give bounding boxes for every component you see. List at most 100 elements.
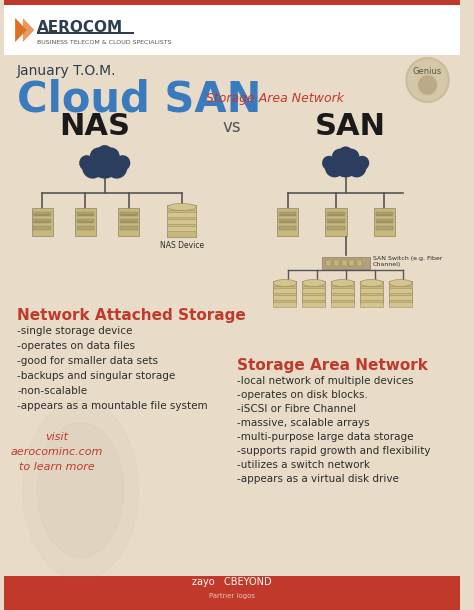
Bar bbox=[120, 226, 137, 230]
Bar bbox=[277, 208, 299, 236]
Bar bbox=[360, 288, 383, 293]
Text: zayo   CBEYOND: zayo CBEYOND bbox=[192, 577, 272, 587]
Bar bbox=[35, 214, 50, 216]
Text: SAN Switch (e.g. Fiber
Channel): SAN Switch (e.g. Fiber Channel) bbox=[373, 256, 442, 267]
Text: -operates on disk blocks.: -operates on disk blocks. bbox=[237, 390, 368, 400]
Bar bbox=[4, 55, 460, 576]
Circle shape bbox=[343, 149, 359, 166]
Text: Storage Area Network: Storage Area Network bbox=[237, 358, 428, 373]
Bar bbox=[280, 214, 295, 216]
Bar bbox=[376, 214, 392, 216]
Bar bbox=[389, 281, 412, 286]
Bar bbox=[167, 205, 196, 237]
Text: Partner logos: Partner logos bbox=[209, 593, 255, 599]
Bar bbox=[78, 214, 93, 216]
Text: -local network of multiple devices: -local network of multiple devices bbox=[237, 376, 413, 386]
Bar bbox=[321, 257, 370, 269]
Text: -iSCSI or Fibre Channel: -iSCSI or Fibre Channel bbox=[237, 404, 356, 414]
Bar bbox=[167, 226, 196, 231]
Circle shape bbox=[356, 156, 369, 170]
Bar bbox=[334, 260, 339, 266]
Bar bbox=[357, 260, 362, 266]
Bar bbox=[280, 221, 295, 223]
Circle shape bbox=[97, 145, 113, 162]
Polygon shape bbox=[15, 18, 27, 42]
Bar bbox=[37, 32, 134, 34]
Bar bbox=[349, 260, 354, 266]
Bar bbox=[342, 260, 346, 266]
Bar bbox=[374, 208, 395, 236]
Bar bbox=[4, 0, 460, 5]
Bar bbox=[78, 221, 93, 223]
Bar bbox=[167, 212, 196, 217]
Circle shape bbox=[325, 157, 344, 178]
Text: BUSINESS TELECOM & CLOUD SPECIALISTS: BUSINESS TELECOM & CLOUD SPECIALISTS bbox=[37, 40, 172, 45]
Ellipse shape bbox=[360, 279, 383, 287]
Bar bbox=[327, 260, 331, 266]
Bar bbox=[120, 212, 137, 216]
Bar bbox=[77, 212, 94, 216]
Bar bbox=[360, 281, 383, 303]
Bar bbox=[375, 212, 393, 216]
Bar bbox=[331, 302, 354, 307]
Bar bbox=[273, 302, 297, 307]
Text: -appears as a mountable file system: -appears as a mountable file system bbox=[17, 401, 208, 411]
Bar bbox=[376, 221, 392, 223]
Text: -good for smaller data sets: -good for smaller data sets bbox=[17, 356, 158, 366]
Ellipse shape bbox=[389, 279, 412, 287]
Circle shape bbox=[347, 157, 366, 178]
Bar bbox=[273, 281, 297, 303]
Bar bbox=[4, 576, 460, 610]
Circle shape bbox=[332, 149, 359, 178]
Bar bbox=[35, 221, 50, 223]
Bar bbox=[279, 219, 297, 223]
Bar bbox=[302, 288, 325, 293]
Text: -utilizes a switch network: -utilizes a switch network bbox=[237, 460, 370, 470]
Text: -operates on data files: -operates on data files bbox=[17, 341, 135, 351]
Bar bbox=[34, 212, 51, 216]
Bar bbox=[302, 302, 325, 307]
Bar bbox=[328, 212, 345, 216]
Bar bbox=[331, 295, 354, 300]
Bar bbox=[34, 219, 51, 223]
Text: -multi-purpose large data storage: -multi-purpose large data storage bbox=[237, 432, 413, 442]
Bar bbox=[328, 219, 345, 223]
Circle shape bbox=[90, 148, 120, 179]
Circle shape bbox=[90, 148, 108, 166]
Bar bbox=[34, 226, 51, 230]
Bar bbox=[360, 302, 383, 307]
Text: NAS: NAS bbox=[60, 112, 131, 141]
Bar bbox=[167, 219, 196, 224]
Text: AEROCOM: AEROCOM bbox=[37, 20, 123, 35]
Text: Cloud SAN: Cloud SAN bbox=[17, 78, 262, 120]
Bar bbox=[328, 214, 344, 216]
Bar bbox=[4, 0, 460, 55]
Circle shape bbox=[115, 155, 130, 171]
Text: -single storage device: -single storage device bbox=[17, 326, 132, 336]
Bar bbox=[360, 281, 383, 286]
Bar bbox=[279, 226, 297, 230]
Circle shape bbox=[332, 149, 348, 166]
Text: NAS Device: NAS Device bbox=[160, 241, 204, 250]
Bar bbox=[331, 281, 354, 286]
Bar bbox=[77, 226, 94, 230]
Circle shape bbox=[82, 157, 103, 179]
Text: vs: vs bbox=[223, 118, 241, 136]
Bar bbox=[360, 295, 383, 300]
Bar bbox=[302, 281, 325, 303]
Polygon shape bbox=[23, 18, 35, 42]
Bar bbox=[273, 295, 297, 300]
Bar bbox=[31, 208, 53, 236]
Bar bbox=[118, 208, 139, 236]
Ellipse shape bbox=[331, 279, 354, 287]
Text: Storage Area Network: Storage Area Network bbox=[206, 92, 344, 105]
Text: visit
aerocominc.com
to learn more: visit aerocominc.com to learn more bbox=[10, 432, 103, 472]
Circle shape bbox=[338, 146, 353, 162]
Text: -supports rapid growth and flexibility: -supports rapid growth and flexibility bbox=[237, 446, 430, 456]
Bar bbox=[375, 219, 393, 223]
Bar bbox=[375, 226, 393, 230]
Text: January T.O.M.: January T.O.M. bbox=[17, 64, 117, 78]
Bar bbox=[77, 219, 94, 223]
Text: -backups and singular storage: -backups and singular storage bbox=[17, 371, 175, 381]
Bar bbox=[389, 288, 412, 293]
